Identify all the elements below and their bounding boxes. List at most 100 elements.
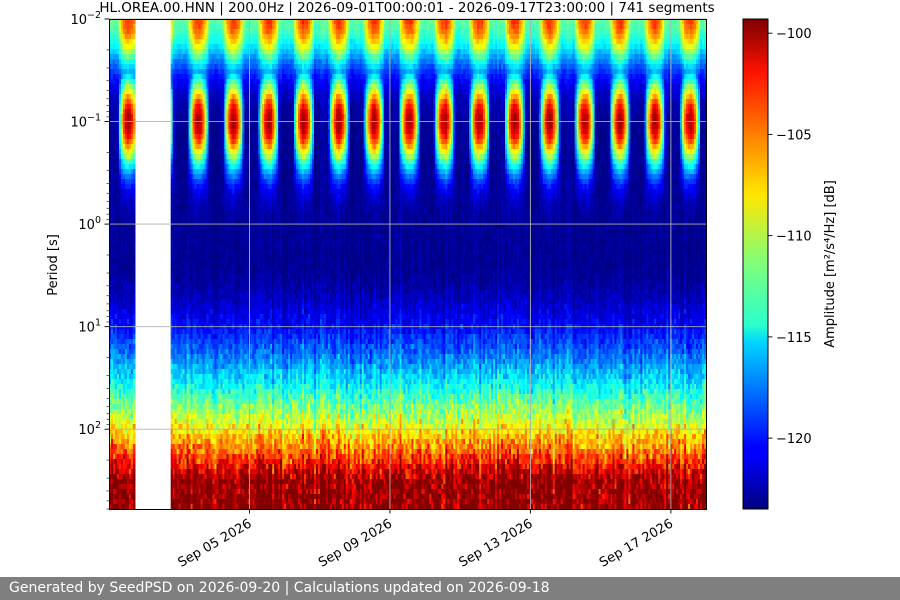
heatmap-cell xyxy=(188,219,192,225)
heatmap-cell xyxy=(112,234,116,240)
heatmap-cell xyxy=(188,214,192,220)
heatmap-cell xyxy=(170,104,174,110)
heatmap-cell xyxy=(188,454,192,460)
heatmap-cell xyxy=(188,329,192,335)
heatmap-cell xyxy=(184,394,188,400)
heatmap-cell xyxy=(186,184,190,190)
heatmap-cell xyxy=(190,24,194,30)
heatmap-cell xyxy=(190,144,194,150)
heatmap-cell xyxy=(112,179,116,185)
heatmap-cell xyxy=(109,374,112,380)
heatmap-cell xyxy=(112,399,116,405)
heatmap-cell xyxy=(194,444,198,450)
heatmap-cell xyxy=(110,309,114,315)
heatmap-cell xyxy=(182,349,186,355)
heatmap-cell xyxy=(120,134,124,140)
heatmap-cell xyxy=(109,54,112,60)
heatmap-cell xyxy=(116,89,120,95)
heatmap-cell xyxy=(109,329,112,335)
heatmap-cell xyxy=(194,284,198,290)
heatmap-cell xyxy=(184,414,188,420)
heatmap-cell xyxy=(196,24,200,30)
heatmap-cell xyxy=(174,394,178,400)
heatmap-cell xyxy=(182,204,186,210)
heatmap-cell xyxy=(186,379,190,385)
heatmap-cell xyxy=(126,129,130,135)
heatmap-cell xyxy=(182,274,186,280)
heatmap-cell xyxy=(110,164,114,170)
heatmap-cell xyxy=(118,249,122,255)
heatmap-cell xyxy=(190,149,194,155)
heatmap-cell xyxy=(180,244,184,250)
heatmap-cell xyxy=(192,269,196,275)
heatmap-cell xyxy=(190,69,194,75)
heatmap-cell xyxy=(172,129,176,135)
heatmap-cell xyxy=(188,379,192,385)
heatmap-cell xyxy=(116,379,120,385)
heatmap-cell xyxy=(132,219,136,225)
heatmap-cell xyxy=(128,214,132,220)
heatmap-cell xyxy=(124,254,128,260)
heatmap-cell xyxy=(122,434,126,440)
heatmap-cell xyxy=(118,279,122,285)
heatmap-cell xyxy=(126,209,130,215)
heatmap-cell xyxy=(128,289,132,295)
heatmap-cell xyxy=(182,389,186,395)
heatmap-cell xyxy=(109,319,112,325)
heatmap-cell xyxy=(184,229,188,235)
heatmap-cell xyxy=(194,199,198,205)
heatmap-cell xyxy=(192,189,196,195)
heatmap-cell xyxy=(192,449,196,455)
heatmap-cell xyxy=(180,384,184,390)
heatmap-cell xyxy=(132,54,136,60)
heatmap-cell xyxy=(118,149,122,155)
heatmap-cell xyxy=(190,379,194,385)
heatmap-cell xyxy=(118,349,122,355)
heatmap-cell xyxy=(190,434,194,440)
heatmap-cell xyxy=(116,314,120,320)
heatmap-cell xyxy=(196,379,200,385)
heatmap-cell xyxy=(114,334,118,340)
heatmap-cell xyxy=(128,109,132,115)
heatmap-cell xyxy=(196,139,200,145)
heatmap-cell xyxy=(192,44,196,50)
heatmap-cell xyxy=(180,104,184,110)
heatmap-cell xyxy=(124,264,128,270)
heatmap-cell xyxy=(178,444,182,450)
heatmap-cell xyxy=(120,489,124,495)
heatmap-cell xyxy=(190,189,194,195)
heatmap-cell xyxy=(112,394,116,400)
heatmap-cell xyxy=(176,474,180,480)
heatmap-cell xyxy=(178,74,182,80)
heatmap-cell xyxy=(178,64,182,70)
heatmap-cell xyxy=(180,154,184,160)
heatmap-cell xyxy=(176,24,180,30)
heatmap-cell xyxy=(130,164,134,170)
heatmap-cell xyxy=(170,54,174,60)
heatmap-cell xyxy=(196,154,200,160)
heatmap-cell xyxy=(124,299,128,305)
heatmap-cell xyxy=(194,239,198,245)
heatmap-cell xyxy=(194,459,198,465)
heatmap-cell xyxy=(184,134,188,140)
heatmap-cell xyxy=(112,369,116,375)
heatmap-cell xyxy=(120,49,124,55)
heatmap-cell xyxy=(182,329,186,335)
heatmap-cell xyxy=(196,124,200,130)
heatmap-cell xyxy=(109,64,112,70)
heatmap-cell xyxy=(122,139,126,145)
heatmap-cell xyxy=(170,109,174,115)
heatmap-cell xyxy=(112,129,116,135)
heatmap-cell xyxy=(176,374,180,380)
heatmap-cell xyxy=(184,104,188,110)
heatmap-cell xyxy=(174,374,178,380)
heatmap-cell xyxy=(170,349,174,355)
heatmap-cell xyxy=(130,434,134,440)
heatmap-cell xyxy=(174,354,178,360)
heatmap-cell xyxy=(132,429,136,435)
heatmap-cell xyxy=(132,319,136,325)
heatmap-cell xyxy=(180,284,184,290)
heatmap-cell xyxy=(114,349,118,355)
heatmap-cell xyxy=(118,259,122,265)
heatmap-cell xyxy=(186,204,190,210)
